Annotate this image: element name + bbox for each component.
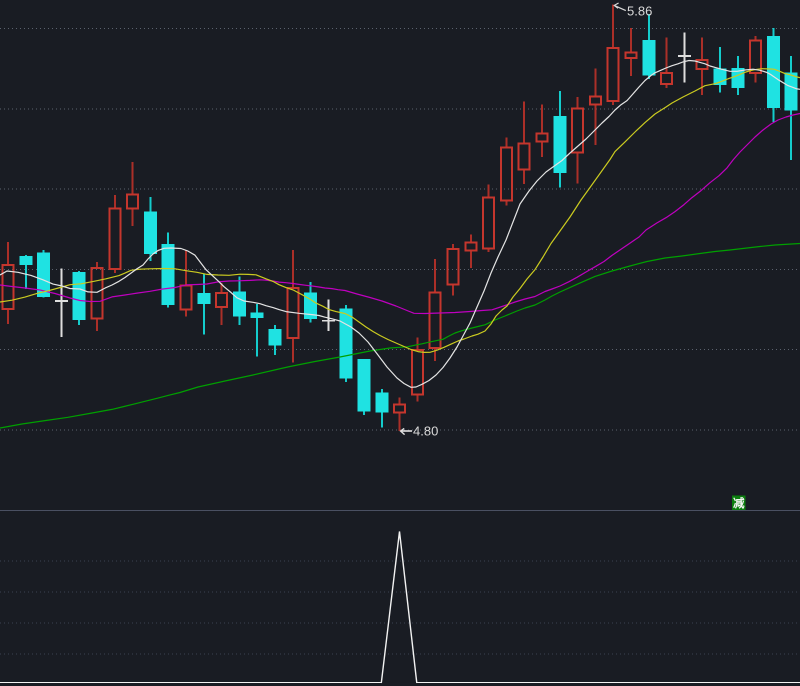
svg-text:减: 减 [733, 496, 745, 510]
svg-text:5.86: 5.86 [627, 3, 652, 18]
svg-text:4.80: 4.80 [413, 424, 438, 439]
